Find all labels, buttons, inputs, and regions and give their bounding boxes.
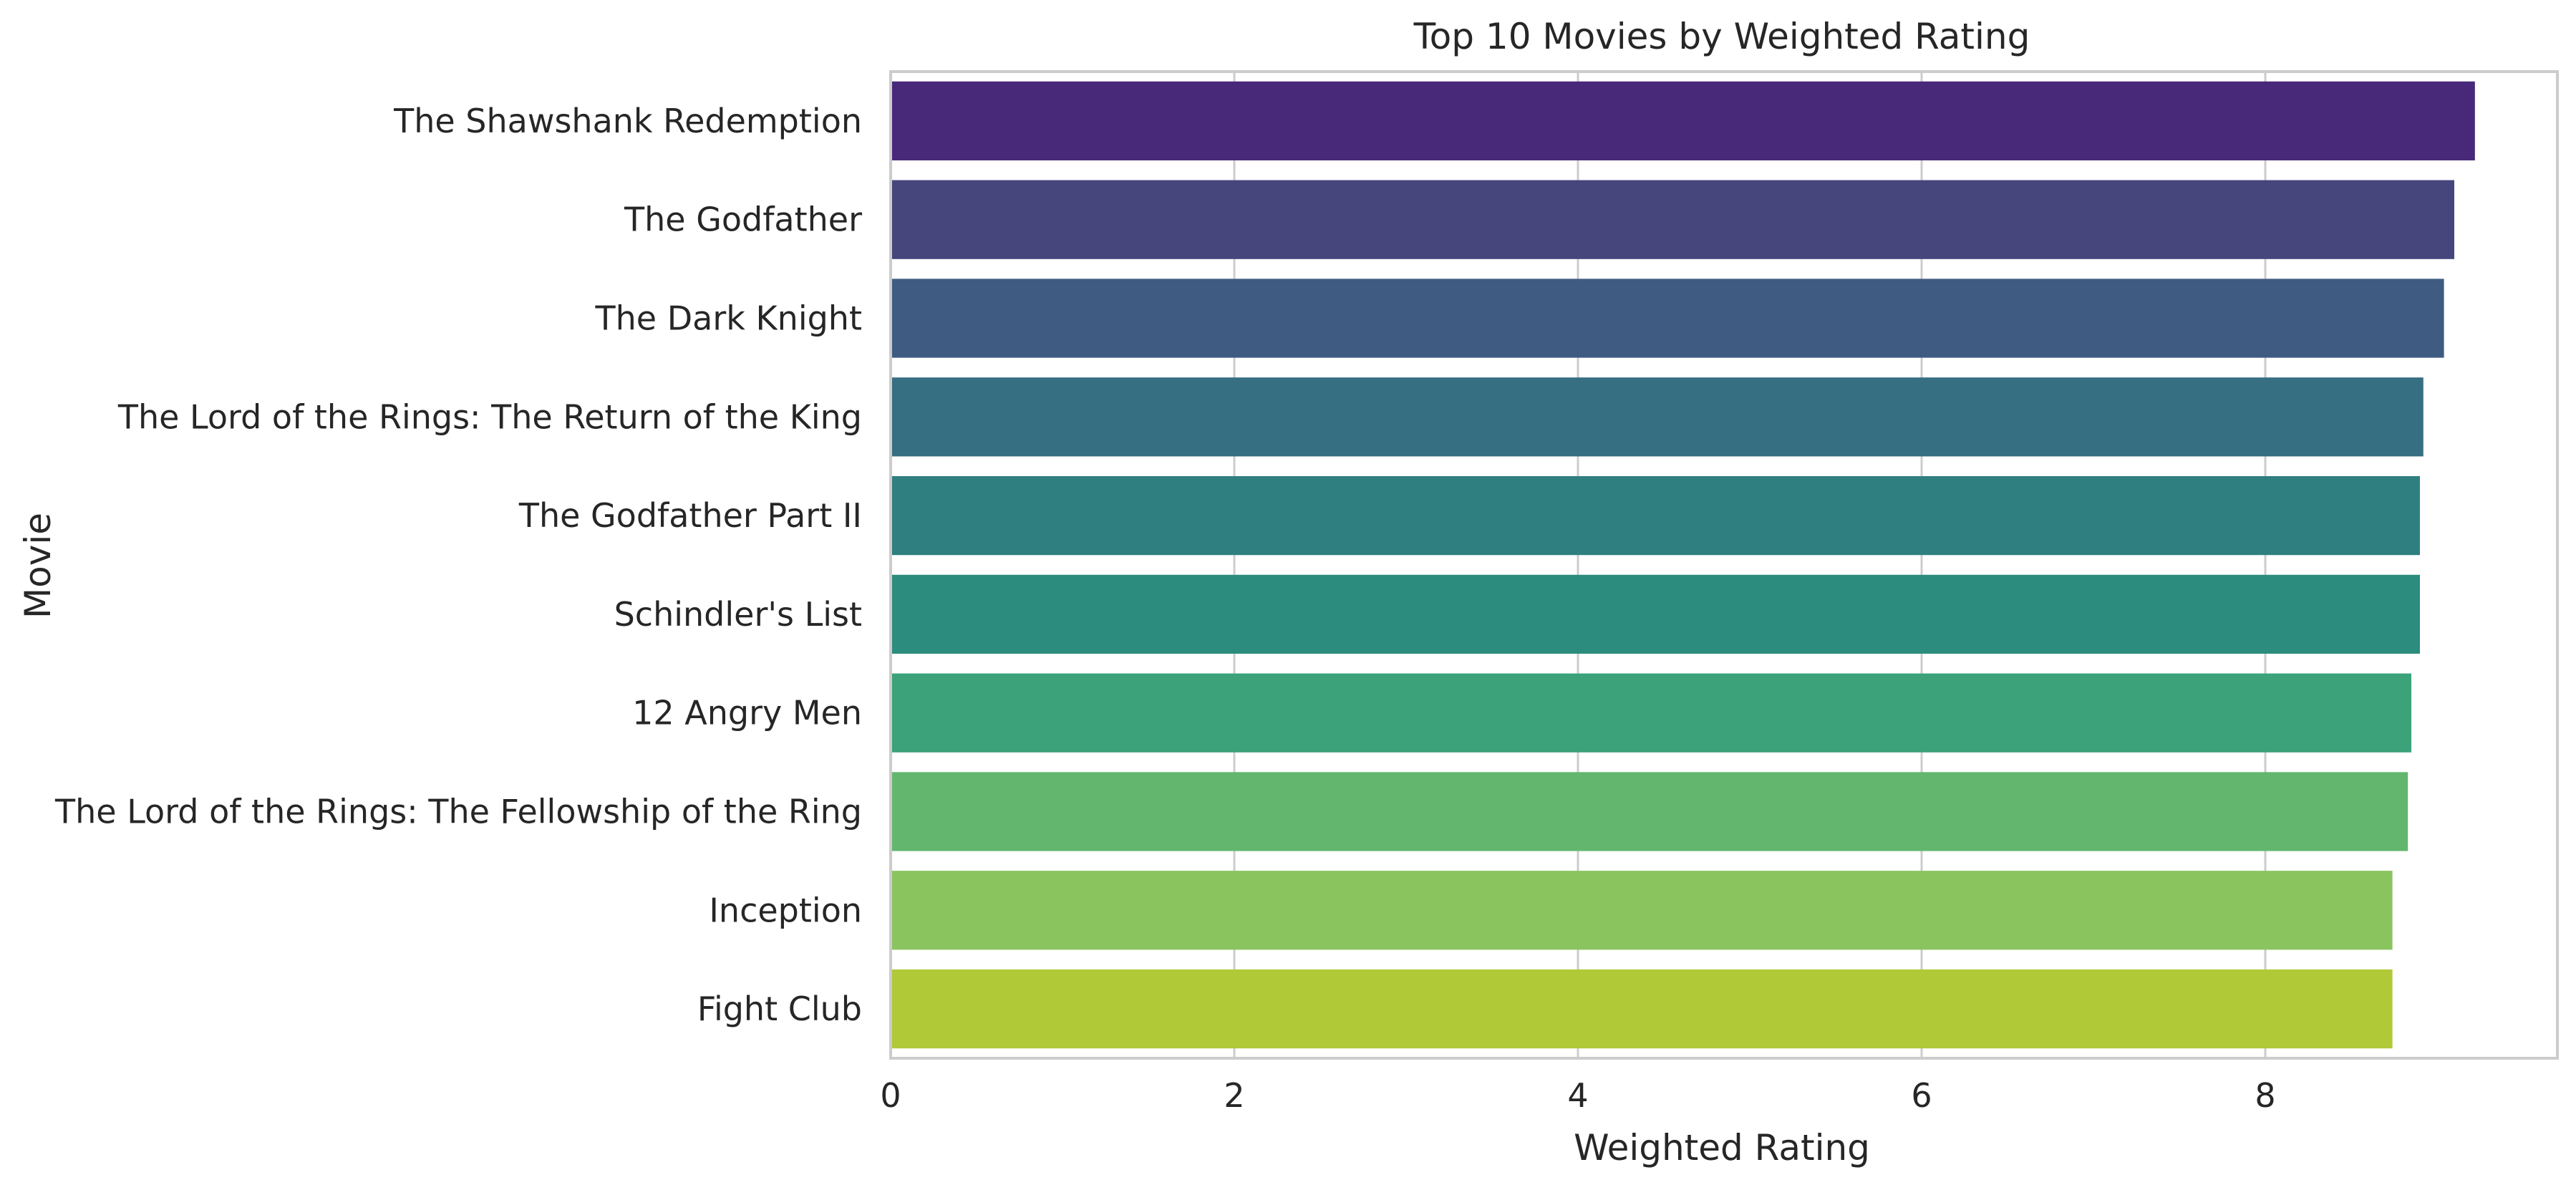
x-tick-label: 0	[880, 1076, 901, 1115]
y-axis-label: Movie	[17, 513, 59, 619]
y-tick-labels: The Shawshank Redemption The Godfather The…	[54, 102, 862, 1028]
bar	[891, 180, 2454, 259]
bar	[891, 673, 2411, 753]
x-tick-label: 8	[2255, 1076, 2275, 1115]
chart-title: Top 10 Movies by Weighted Rating	[1413, 16, 2030, 57]
bars	[891, 81, 2475, 1049]
y-tick-label: Fight Club	[697, 990, 862, 1028]
bar	[891, 377, 2424, 457]
bar	[891, 475, 2420, 556]
x-axis-label: Weighted Rating	[1574, 1127, 1870, 1169]
y-tick-label: The Godfather	[624, 200, 862, 239]
x-tick-labels: 0 2 4 6 8	[880, 1076, 2275, 1115]
bar	[891, 574, 2420, 654]
y-tick-label: Inception	[709, 891, 862, 929]
y-tick-label: The Shawshank Redemption	[393, 102, 862, 140]
y-tick-label: The Godfather Part II	[518, 496, 862, 535]
y-tick-label: The Dark Knight	[595, 299, 862, 338]
plot-frame	[889, 70, 2559, 1060]
x-tick-label: 4	[1567, 1076, 1588, 1115]
bar	[891, 772, 2408, 851]
bar	[891, 969, 2393, 1049]
bar	[891, 279, 2444, 358]
y-tick-label: The Lord of the Rings: The Return of the…	[117, 397, 862, 436]
bar	[891, 81, 2475, 161]
y-tick-label: 12 Angry Men	[632, 694, 862, 732]
x-tick-label: 2	[1224, 1076, 1244, 1115]
bar	[891, 871, 2393, 950]
x-tick-label: 6	[1911, 1076, 1932, 1115]
y-tick-label: Schindler's List	[614, 595, 862, 634]
y-tick-label: The Lord of the Rings: The Fellowship of…	[54, 793, 862, 831]
